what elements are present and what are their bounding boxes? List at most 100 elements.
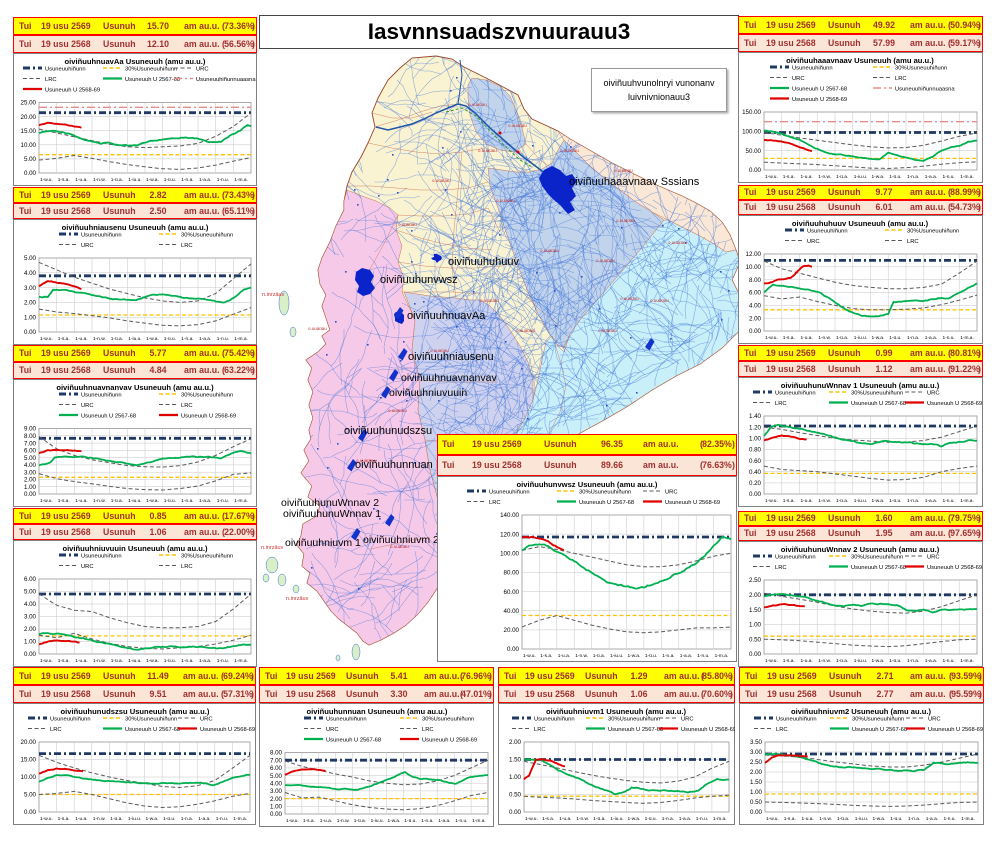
svg-text:URC: URC [200,717,213,723]
svg-text:20.00: 20.00 [21,739,37,746]
svg-text:5.00: 5.00 [24,455,37,462]
svg-text:URC: URC [681,717,694,723]
svg-text:oiviñuuhniuvm2 Usuneuuh (amu: oiviñuuhniuvm2 Usuneuuh (amu au.u.) [791,707,932,716]
svg-text:30%Usuneuuhiñunn: 30%Usuneuuhiñunn [907,229,959,235]
svg-text:o.uuaūau: o.uuaūau [508,123,527,128]
svg-text:5.00: 5.00 [24,589,37,596]
svg-text:1.00: 1.00 [509,774,522,781]
svg-text:30%Usuneuuhiñunn: 30%Usuneuuhiñunn [851,555,903,561]
svg-text:1-w.u.: 1-w.u. [40,336,53,342]
svg-text:1-n.w.: 1-n.w. [575,653,588,659]
svg-text:1-iu.u.: 1-iu.u. [128,498,141,504]
svg-text:2.00: 2.00 [270,796,283,803]
svg-text:1-m.a.: 1-m.a. [960,335,974,341]
svg-text:1-m.a.: 1-m.a. [960,174,974,180]
svg-text:1-u.a.: 1-u.a. [801,174,813,180]
svg-text:1.00: 1.00 [749,436,762,443]
svg-text:Usuneuuh U 2568-69: Usuneuuh U 2568-69 [927,401,982,407]
svg-text:Usuneuuhiñunn: Usuneuuhiñunn [776,717,817,723]
svg-text:1-w.u.: 1-w.u. [525,816,538,822]
svg-text:15.00: 15.00 [21,757,37,764]
svg-text:1-ü.u.: 1-ü.u. [889,498,901,504]
svg-text:1-ü.a.: 1-ü.a. [836,335,848,341]
svg-text:1-u.a.: 1-u.a. [802,816,814,822]
svg-text:1-n.u.: 1-n.u. [944,816,956,822]
svg-text:Usuneuuh U 2568-69: Usuneuuh U 2568-69 [45,88,100,94]
svg-text:3.00: 3.00 [24,614,37,621]
svg-text:1-ü.a.: 1-ü.a. [111,177,123,183]
svg-text:1-n.w.: 1-n.w. [818,174,831,180]
svg-text:o.uuaūau: o.uuaūau [614,168,633,173]
svg-text:1-a.a.: 1-a.a. [925,174,937,180]
svg-text:0.00: 0.00 [749,491,762,498]
svg-text:o.uuaūau: o.uuaūau [516,328,535,333]
svg-text:1-a.a.: 1-a.a. [198,816,210,822]
svg-text:oiviñuuhniuvuuin Usuneuuh (am: oiviñuuhniuvuuin Usuneuuh (amu au.u.) [62,544,208,553]
svg-text:1-ü.a.: 1-ü.a. [354,818,366,824]
svg-text:1-u.a.: 1-u.a. [801,498,813,504]
svg-text:1-n.w.: 1-n.w. [93,658,106,664]
svg-text:8.00: 8.00 [749,277,762,284]
svg-text:1-ü.u.: 1-ü.u. [164,177,176,183]
svg-text:oiviñuuhunuWnnav 2 Usuneuuh (: oiviñuuhunuWnnav 2 Usuneuuh (amu au.u.) [781,545,940,554]
svg-text:1-ü.u.: 1-ü.u. [164,498,176,504]
svg-text:URC: URC [326,727,339,733]
svg-text:10.00: 10.00 [21,142,37,149]
svg-text:1-s.a.: 1-s.a. [58,336,70,342]
svg-text:1-s.a.: 1-s.a. [540,653,552,659]
svg-text:LRC: LRC [45,77,57,83]
svg-text:Usuneuuh U 2568-69: Usuneuuh U 2568-69 [792,97,847,103]
svg-text:Usuneuuh U 2567-68: Usuneuuh U 2567-68 [608,727,663,733]
svg-text:30%Usuneuuhiñunn: 30%Usuneuuhiñunn [125,717,177,723]
svg-text:0.00: 0.00 [24,170,37,177]
svg-text:1-n.a.: 1-n.a. [181,658,193,664]
svg-text:2.00: 2.00 [509,739,522,746]
svg-text:Usuneuuhiñunn: Usuneuuhiñunn [326,717,367,723]
svg-text:URC: URC [665,490,678,496]
svg-text:1.00: 1.00 [270,804,283,811]
svg-text:1-n.u.: 1-n.u. [217,177,229,183]
svg-text:o.uuaūau: o.uuaūau [478,148,497,153]
svg-text:URC: URC [81,243,94,249]
svg-text:1.00: 1.00 [749,622,762,629]
svg-text:1.00: 1.00 [24,639,37,646]
svg-text:1-n.w.: 1-n.w. [93,336,106,342]
svg-text:Usuneuuh U 2568-69: Usuneuuh U 2568-69 [927,565,982,571]
svg-text:1-m.a.: 1-m.a. [472,818,486,824]
svg-text:1-n.w.: 1-n.w. [819,816,832,822]
svg-text:5.00: 5.00 [270,773,283,780]
svg-text:1-s.a.: 1-s.a. [58,498,70,504]
svg-text:1-u.a.: 1-u.a. [75,816,87,822]
svg-text:30%Usuneuuhiñunn: 30%Usuneuuhiñunn [608,717,660,723]
svg-text:n.inrzāuv: n.inrzāuv [261,545,284,551]
svg-text:1-ü.a.: 1-ü.a. [111,336,123,342]
svg-text:o.uuaūau: o.uuaūau [430,348,449,353]
svg-text:1.20: 1.20 [749,424,762,431]
svg-text:1-n.a.: 1-n.a. [181,498,193,504]
svg-text:o.uuaūau: o.uuaūau [540,248,559,253]
svg-text:30%Usuneuuhiñunn: 30%Usuneuuhiñunn [895,66,947,72]
svg-text:LRC: LRC [181,564,193,570]
svg-text:30%Usuneuuhiñunn: 30%Usuneuuhiñunn [422,717,474,723]
svg-text:Usuneuuh U 2568-69: Usuneuuh U 2568-69 [422,738,477,744]
svg-text:0.40: 0.40 [749,469,762,476]
svg-text:1-ü.u.: 1-ü.u. [890,816,902,822]
svg-text:LRC: LRC [50,727,62,733]
svg-text:50.00: 50.00 [746,148,762,155]
svg-text:150.00: 150.00 [742,109,761,116]
svg-text:1-n.w.: 1-n.w. [93,498,106,504]
svg-text:Usuneuuhiñunn: Usuneuuhiñunn [50,717,91,723]
svg-text:0.20: 0.20 [749,480,762,487]
svg-text:1-m.a.: 1-m.a. [234,336,248,342]
svg-text:URC: URC [196,67,209,73]
svg-text:10.00: 10.00 [746,264,762,271]
svg-text:0.00: 0.00 [749,328,762,335]
svg-text:URC: URC [927,555,940,561]
svg-text:1-w.u.: 1-w.u. [523,653,536,659]
svg-text:1-a.a.: 1-a.a. [680,653,692,659]
svg-text:1-m.a.: 1-m.a. [960,658,974,664]
svg-text:1-iu.u.: 1-iu.u. [128,658,141,664]
svg-text:1-u.a.: 1-u.a. [558,653,570,659]
svg-text:30%Usuneuuhiñunn: 30%Usuneuuhiñunn [579,490,631,496]
svg-text:2.00: 2.00 [24,477,37,484]
